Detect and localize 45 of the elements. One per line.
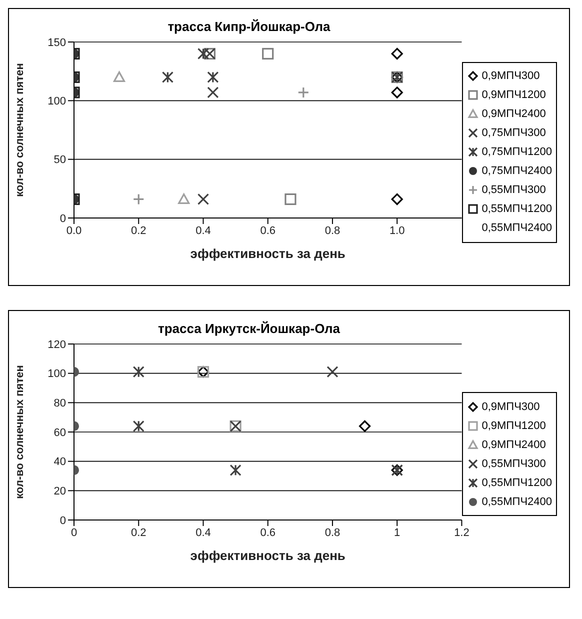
legend-label: 0,75МПЧ1200 xyxy=(482,146,552,158)
x-tick-label: 1 xyxy=(394,526,400,539)
legend-label: 0,55МПЧ300 xyxy=(482,184,546,196)
y-tick-label: 0 xyxy=(60,212,66,225)
x-tick-label: 0.4 xyxy=(196,224,211,237)
y-tick-label: 150 xyxy=(48,36,66,49)
chart-title: трасса Иркутск-Йошкар-Ола xyxy=(157,320,341,336)
legend-label: 0,55МПЧ1200 xyxy=(482,476,552,488)
legend-label: 0,55МПЧ1200 xyxy=(482,203,552,215)
x-tick-label: 1.0 xyxy=(389,224,405,237)
chart-title: трасса Кипр-Йошкар-Ола xyxy=(166,18,332,34)
x-tick-label: 0.0 xyxy=(66,224,82,237)
legend-label: 0,9МПЧ300 xyxy=(482,400,540,412)
legend-label: 0,9МПЧ1200 xyxy=(482,420,546,432)
y-axis-title: кол-во солнечных пятен xyxy=(14,365,26,499)
x-tick-label: 0.8 xyxy=(324,526,340,539)
y-tick-label: 50 xyxy=(54,154,66,166)
x-tick-label: 0.8 xyxy=(324,224,340,237)
legend-label: 0,9МПЧ2400 xyxy=(482,108,546,120)
y-tick-label: 20 xyxy=(54,486,66,498)
y-tick-label: 0 xyxy=(60,514,66,527)
x-tick-label: 0.2 xyxy=(130,526,146,539)
legend-label: 0,75МПЧ300 xyxy=(482,127,546,139)
x-tick-label: 1.2 xyxy=(454,526,470,539)
legend-label: 0,9МПЧ300 xyxy=(482,70,540,82)
legend-label: 0,75МПЧ2400 xyxy=(482,165,552,177)
x-tick-label: 0.2 xyxy=(130,224,146,237)
legend-label: 0,55МПЧ300 xyxy=(482,458,546,470)
y-tick-label: 100 xyxy=(48,368,66,380)
legend-label: 0,9МПЧ2400 xyxy=(482,438,546,450)
x-axis-title: эффективность за день xyxy=(190,246,346,261)
x-tick-label: 0 xyxy=(70,526,78,539)
y-tick-label: 80 xyxy=(54,398,66,410)
y-axis-title: кол-во солнечных пятен xyxy=(14,63,26,197)
legend-label: 0,55МПЧ2400 xyxy=(482,496,552,508)
legend-label: 0,9МПЧ1200 xyxy=(482,89,546,101)
x-tick-label: 0.6 xyxy=(260,224,276,237)
legend-label: 0,55МПЧ2400 xyxy=(482,222,552,234)
x-tick-label: 0.6 xyxy=(260,526,276,539)
y-tick-label: 40 xyxy=(54,456,66,468)
y-tick-label: 100 xyxy=(48,96,66,108)
y-tick-label: 60 xyxy=(54,426,66,439)
x-axis-title: эффективность за день xyxy=(190,548,346,563)
y-tick-label: 120 xyxy=(48,338,66,351)
x-tick-label: 0.4 xyxy=(196,526,211,539)
